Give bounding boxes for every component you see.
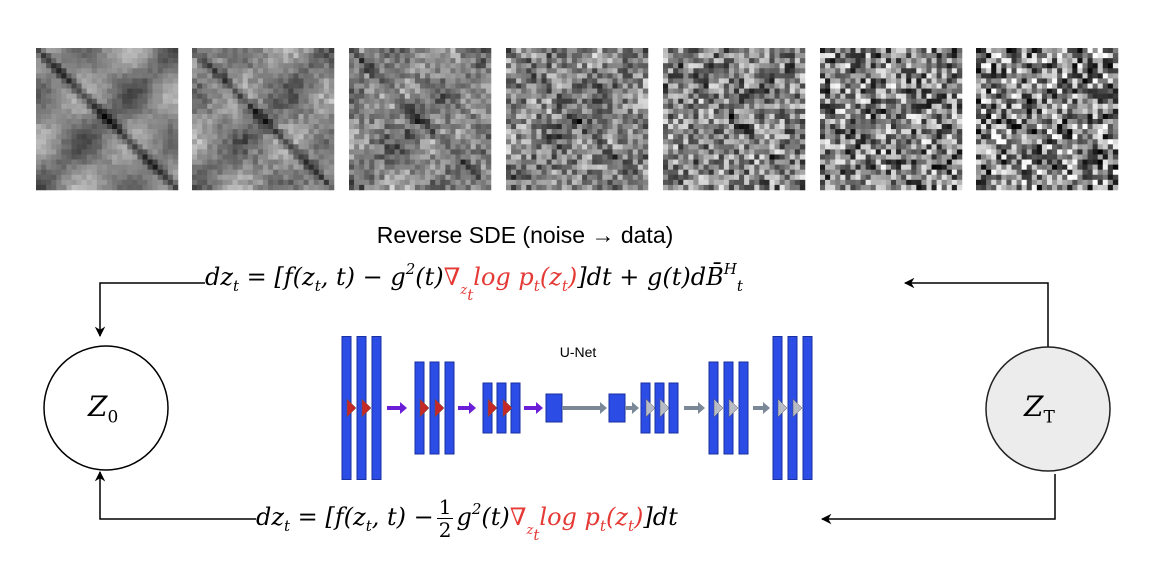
top-connector-right (905, 283, 1048, 348)
unet-bottleneck-block (609, 394, 625, 422)
node-zt-label: ZT (1024, 390, 1055, 428)
top-connector-left (100, 283, 205, 336)
nabla-subscript: zt (527, 523, 540, 538)
unet-up-arrow-head (763, 402, 770, 414)
unet-bridge-arrow-head (632, 402, 639, 414)
node-z0-label: Z0 (88, 390, 118, 428)
unet-down-arrow-head (469, 402, 476, 414)
unet-down-arrow-head (400, 402, 407, 414)
unet-label: U-Net (548, 344, 608, 360)
bottom-connector-left (100, 472, 256, 519)
unet-bottleneck-block (546, 394, 562, 422)
nabla-subscript: zt (460, 283, 473, 298)
unet-block (803, 337, 812, 480)
noise-panel (506, 48, 648, 190)
noise-panel (349, 48, 491, 190)
unet-block (739, 362, 748, 454)
noise-panel-row (36, 48, 1118, 190)
noise-panel (663, 48, 805, 190)
noise-panel (192, 48, 334, 190)
unet-block (372, 337, 381, 480)
noise-panel (36, 48, 178, 190)
bottom-connector-right (822, 474, 1055, 519)
unet-block (445, 362, 454, 454)
unet-bridge-arrow-head (600, 402, 607, 414)
diagram-title: Reverse SDE (noise → data) (300, 222, 750, 249)
unet-up-arrow-head (698, 402, 705, 414)
unet-down-arrow-head (536, 402, 543, 414)
reverse-sde-equation: dzt = [f(zt, t) − g2(t)∇ztlog pt(zt)]dt … (205, 262, 743, 303)
noise-panel (976, 48, 1118, 190)
unet-block (669, 383, 678, 433)
noise-panel (820, 48, 962, 190)
